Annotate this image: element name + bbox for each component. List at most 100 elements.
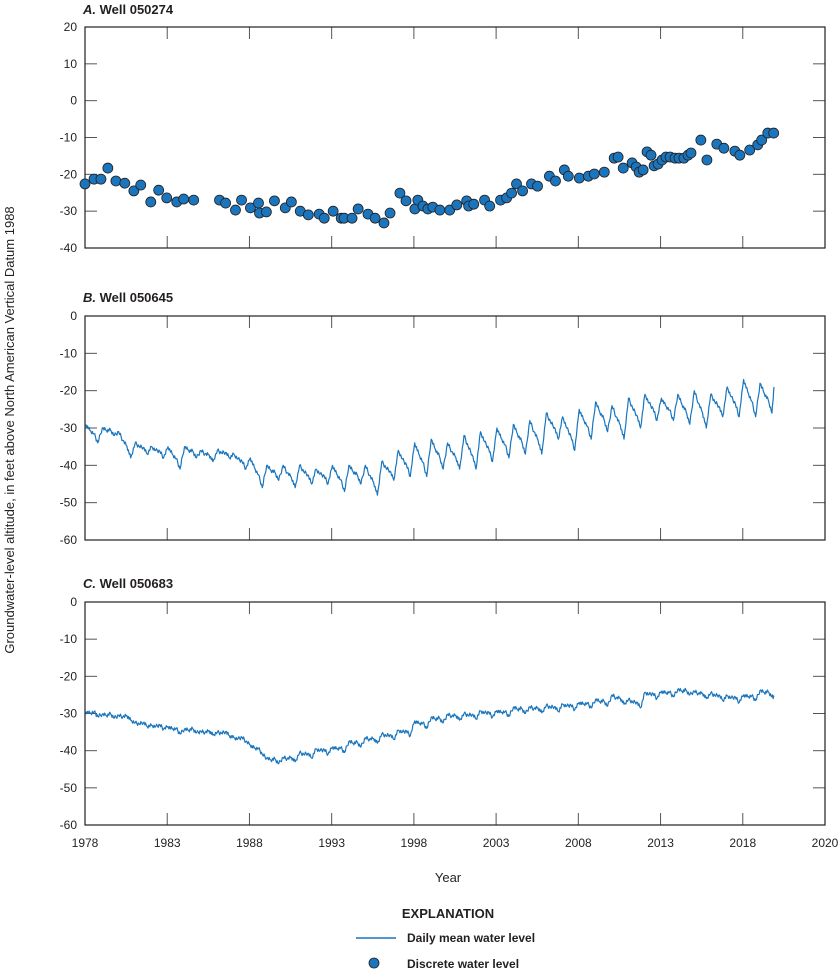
panel-b: B. Well 050645 0 -10 -20 -30 -40 -50 -60 [60, 290, 826, 547]
y-tick-label: -40 [60, 241, 78, 255]
x-tick-label: 2008 [565, 836, 592, 850]
panel-title: A. Well 050274 [82, 2, 174, 17]
y-axis-label: Groundwater-level altitude, in feet abov… [2, 206, 17, 653]
discrete-water-level-point [230, 204, 241, 216]
discrete-water-level-point [394, 187, 406, 199]
x-tick-label: 1993 [318, 836, 345, 850]
discrete-water-level-point [269, 195, 280, 207]
discrete-water-level-point [178, 193, 190, 205]
y-tick-label: -60 [60, 533, 78, 547]
discrete-water-level-point [95, 173, 107, 185]
x-tick-label: 1978 [72, 836, 99, 850]
discrete-water-level-point [685, 147, 697, 159]
discrete-water-level-point [768, 127, 780, 139]
y-tick-label: -20 [60, 167, 78, 181]
x-tick-label: 1983 [154, 836, 181, 850]
plot-frame [84, 315, 826, 541]
y-tick-label: -50 [60, 781, 78, 795]
daily-mean-water-level-line [85, 378, 775, 496]
discrete-water-level-point [102, 162, 114, 174]
y-tick-label: -50 [60, 496, 78, 510]
y-tick-label: -60 [60, 818, 78, 832]
plot-frame [84, 26, 826, 249]
discrete-water-level-point [285, 196, 297, 208]
discrete-water-level-point [110, 175, 122, 187]
y-tick-label: -20 [60, 384, 78, 398]
y-tick-label: -20 [60, 669, 78, 683]
discrete-water-level-point [718, 142, 730, 154]
y-tick-label: 10 [64, 57, 78, 71]
discrete-water-level-point [756, 134, 768, 146]
y-tick-label: 0 [70, 94, 77, 108]
discrete-water-level-point [135, 179, 147, 191]
discrete-water-level-point [468, 198, 480, 210]
discrete-water-level-point [327, 205, 339, 217]
discrete-water-level-point [253, 197, 264, 209]
discrete-water-level-point [451, 199, 463, 211]
discrete-water-level-point [220, 197, 232, 209]
panel-c: C. Well 050683 0 -10 -20 -30 -40 -50 -60 1978 198… [60, 576, 839, 850]
legend-point-label: Discrete water level [407, 957, 519, 971]
discrete-water-level-point [484, 200, 496, 212]
discrete-water-level-point [506, 187, 517, 199]
discrete-water-level-point [550, 175, 561, 187]
discrete-water-level-point [318, 212, 330, 224]
discrete-water-level-point [128, 185, 140, 197]
discrete-water-level-point [352, 203, 364, 215]
legend-line-label: Daily mean water level [407, 931, 535, 945]
discrete-water-level-point [188, 194, 200, 206]
y-tick-label: -10 [60, 346, 78, 360]
legend-point-swatch [368, 957, 380, 969]
legend: EXPLANATION Daily mean water level Discr… [356, 906, 535, 971]
discrete-water-level-point [617, 162, 629, 174]
discrete-water-level-point [161, 192, 173, 204]
y-tick-label: 0 [70, 595, 77, 609]
discrete-water-level-point [260, 206, 272, 218]
x-tick-label: 2003 [483, 836, 510, 850]
discrete-water-level-point [511, 178, 522, 190]
discrete-water-level-point [153, 184, 165, 196]
x-tick-label: 1998 [401, 836, 428, 850]
discrete-water-level-point [517, 185, 528, 197]
panel-title: B. Well 050645 [83, 290, 173, 305]
legend-title: EXPLANATION [402, 906, 494, 921]
discrete-water-level-point [378, 217, 390, 229]
y-tick-label: -30 [60, 204, 78, 218]
discrete-water-level-point [145, 196, 157, 208]
x-tick-label: 2013 [647, 836, 674, 850]
discrete-water-level-point [573, 172, 585, 184]
daily-mean-water-level-line [85, 687, 775, 765]
discrete-water-level-point [434, 204, 446, 216]
y-tick-label: -10 [60, 632, 78, 646]
discrete-water-level-point [236, 194, 247, 206]
x-tick-label: 2020 [812, 836, 839, 850]
discrete-water-level-point [695, 134, 707, 146]
discrete-water-level-point [612, 151, 624, 163]
y-tick-label: -40 [60, 744, 78, 758]
discrete-water-level-point [79, 178, 91, 190]
discrete-water-level-point [400, 195, 412, 207]
y-tick-label: -30 [60, 421, 78, 435]
y-tick-label: 20 [64, 20, 78, 34]
y-tick-label: -30 [60, 707, 78, 721]
panel-title: C. Well 050683 [83, 576, 173, 591]
discrete-water-level-point [302, 209, 314, 221]
x-tick-label: 1988 [236, 836, 263, 850]
discrete-water-level-point [637, 164, 649, 176]
discrete-water-level-point [532, 180, 543, 192]
discrete-water-level-point [245, 202, 256, 214]
discrete-water-level-point [645, 149, 657, 161]
discrete-water-level-point [598, 166, 610, 178]
discrete-water-level-point [734, 149, 746, 161]
discrete-water-level-point [346, 212, 358, 224]
x-tick-label: 2018 [729, 836, 756, 850]
y-tick-label: 0 [70, 309, 77, 323]
panel-a: A. Well 050274 20 10 0 -10 -20 -30 -40 [60, 2, 826, 255]
discrete-water-level-point [369, 212, 381, 224]
x-axis-label: Year [435, 870, 462, 885]
discrete-water-level-point [119, 177, 131, 189]
discrete-water-level-point [588, 168, 600, 180]
y-tick-label: -10 [60, 131, 78, 145]
discrete-water-level-point [562, 170, 574, 182]
